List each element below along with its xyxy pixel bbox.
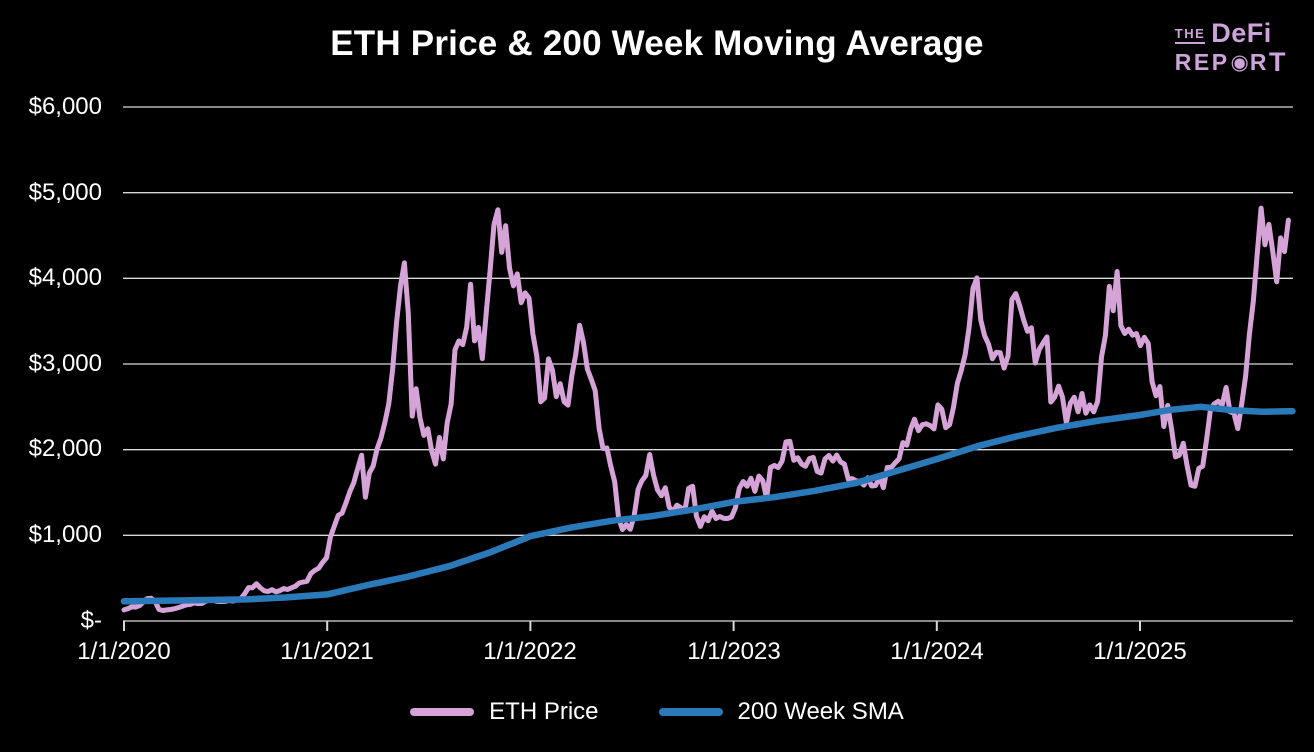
y-tick-label-5000: $5,000 <box>28 179 102 206</box>
bullseye-icon: ◉ <box>1230 51 1249 74</box>
legend: ETH Price 200 Week SMA <box>0 698 1314 726</box>
y-tick-label-3000: $3,000 <box>28 350 102 377</box>
logo-rep: REP <box>1174 49 1230 75</box>
eth-price-swatch <box>410 708 475 716</box>
eth-price-line <box>121 205 1291 613</box>
sma-swatch <box>658 708 723 716</box>
legend-item-eth-price: ETH Price <box>410 698 599 726</box>
y-tick-label-4000: $4,000 <box>28 264 102 291</box>
sma-line <box>120 403 1296 605</box>
logo-the: THE <box>1174 27 1206 44</box>
logo-defi: DeFi <box>1211 18 1272 48</box>
chart-title: ETH Price & 200 Week Moving Average <box>330 24 984 63</box>
x-tick-label-2021: 1/1/2021 <box>280 638 374 665</box>
logo-r: R <box>1249 49 1269 75</box>
logo-line1: THE DeFi <box>1174 18 1288 48</box>
y-tick-label-1000: $1,000 <box>28 521 102 548</box>
legend-item-200-week-sma: 200 Week SMA <box>658 698 904 726</box>
eth-price-label: ETH Price <box>489 698 599 725</box>
x-tick-label-2023: 1/1/2023 <box>687 638 781 665</box>
y-tick-label-zero: $- <box>80 607 102 634</box>
sma-label: 200 Week SMA <box>737 698 904 725</box>
x-tick-label-2024: 1/1/2024 <box>890 638 984 665</box>
logo-t: T <box>1269 47 1288 77</box>
y-tick-label-6000: $6,000 <box>28 93 102 120</box>
defi-report-logo: THE DeFi REP ◉ R T <box>1174 18 1288 76</box>
x-tick-label-2020: 1/1/2020 <box>77 638 171 665</box>
x-tick-label-2025: 1/1/2025 <box>1093 638 1187 665</box>
logo-line2: REP ◉ R T <box>1175 49 1288 76</box>
x-tick-label-2022: 1/1/2022 <box>483 638 577 665</box>
y-tick-label-2000: $2,000 <box>28 435 102 462</box>
